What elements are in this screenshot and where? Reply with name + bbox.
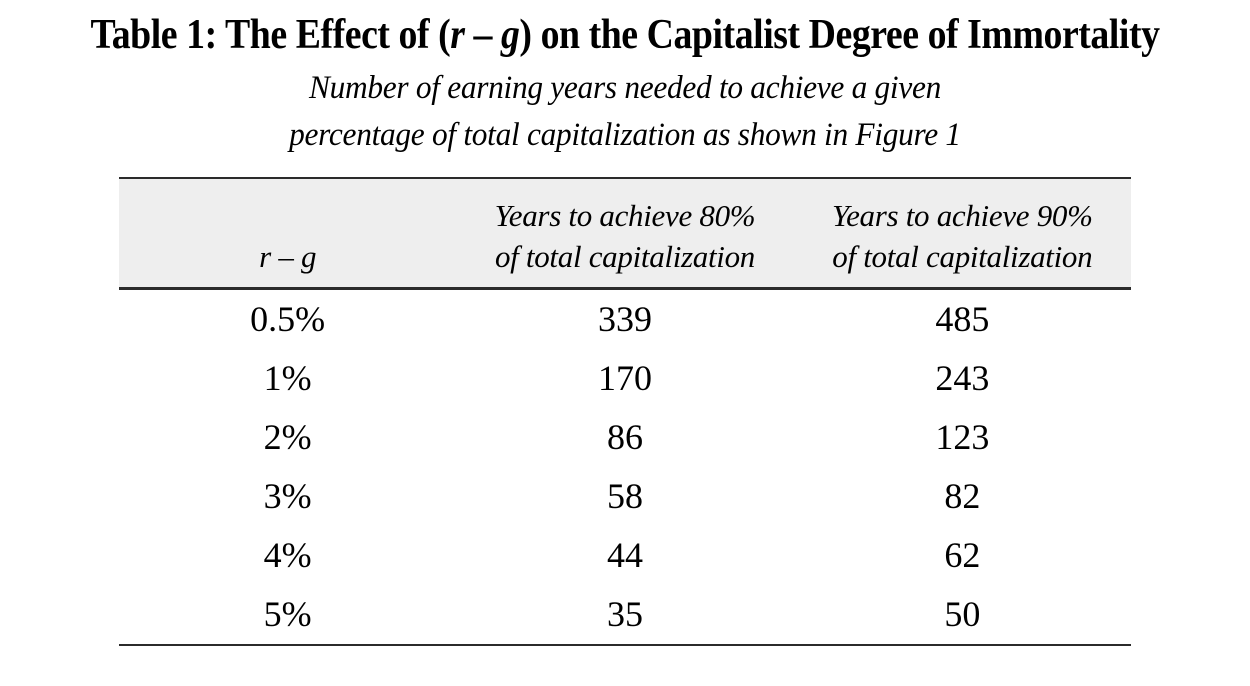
cell-rg: 4% xyxy=(263,535,312,576)
cell-years-90: 62 xyxy=(944,535,981,576)
title-text-end: ) on the Capitalist Degree of Immortalit… xyxy=(519,12,1160,58)
table-body: 0.5% 339 485 1% 170 243 2% 86 123 3% 58 … xyxy=(119,290,1131,646)
column-header-years-80-line2: of total capitalization xyxy=(494,238,756,274)
cell-years-90: 123 xyxy=(935,417,990,458)
table-row: 5% 35 50 xyxy=(119,585,1131,644)
cell-years-80: 35 xyxy=(606,594,643,635)
data-table: r – g Years to achieve 80% of total capi… xyxy=(119,176,1131,646)
column-header-rg: r – g xyxy=(119,179,456,287)
column-header-years-80-line1: Years to achieve 80% xyxy=(494,197,756,233)
cell-years-80: 339 xyxy=(597,299,652,340)
table-row: 4% 44 62 xyxy=(119,526,1131,585)
column-header-years-80: Years to achieve 80% of total capitaliza… xyxy=(456,179,793,287)
table-title: Table 1: The Effect of (r – g) on the Ca… xyxy=(63,12,1188,59)
column-header-years-90-line1: Years to achieve 90% xyxy=(832,197,1093,233)
cell-rg: 1% xyxy=(263,358,312,399)
table-row: 1% 170 243 xyxy=(119,349,1131,408)
cell-years-90: 485 xyxy=(935,299,990,340)
table-subtitle: Number of earning years needed to achiev… xyxy=(31,65,1219,159)
cell-rg: 3% xyxy=(263,476,312,517)
cell-rg: 0.5% xyxy=(250,299,326,340)
cell-rg: 5% xyxy=(263,594,312,635)
cell-years-90: 50 xyxy=(944,594,981,635)
cell-rg: 2% xyxy=(263,417,312,458)
title-dash: – xyxy=(464,12,501,58)
title-var-g: g xyxy=(500,12,520,58)
cell-years-90: 243 xyxy=(935,358,990,399)
cell-years-90: 82 xyxy=(944,476,981,517)
cell-years-80: 58 xyxy=(606,476,643,517)
table-row: 0.5% 339 485 xyxy=(119,290,1131,349)
column-header-years-90-line2: of total capitalization xyxy=(832,238,1093,274)
cell-years-80: 170 xyxy=(597,358,652,399)
subtitle-line-2: percentage of total capitalization as sh… xyxy=(289,116,961,153)
table-row: 2% 86 123 xyxy=(119,408,1131,467)
subtitle-line-1: Number of earning years needed to achiev… xyxy=(308,70,941,107)
table-row: 3% 58 82 xyxy=(119,467,1131,526)
table-header-row: r – g Years to achieve 80% of total capi… xyxy=(119,176,1131,290)
cell-years-80: 44 xyxy=(606,535,643,576)
title-var-r: r xyxy=(450,12,465,58)
column-header-rg-label: r – g xyxy=(259,238,317,274)
cell-years-80: 86 xyxy=(606,417,643,458)
column-header-years-90: Years to achieve 90% of total capitaliza… xyxy=(794,179,1131,287)
title-text-start: Table 1: The Effect of ( xyxy=(90,12,451,58)
